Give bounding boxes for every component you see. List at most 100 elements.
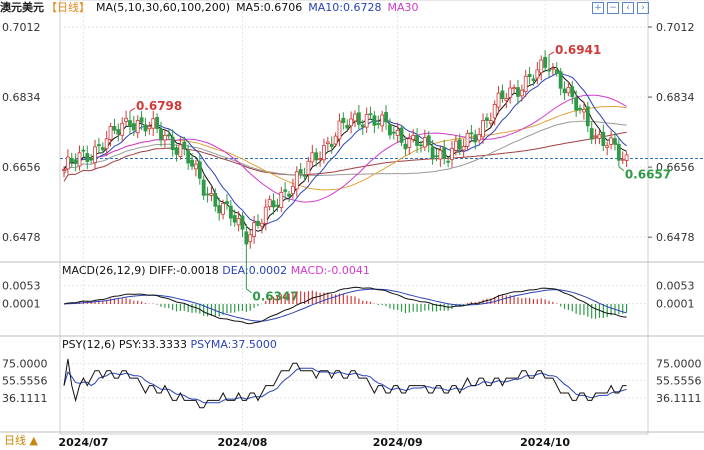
candle-down [143,124,148,132]
candle-up [364,113,369,128]
plot-frame [59,0,649,435]
candle-down [384,112,388,123]
candle-up [461,146,466,151]
candle-up [620,158,625,161]
macd-diff-line [63,286,627,325]
price-tick-label-right: 0.6656 [656,161,695,174]
candle-down [116,129,121,135]
candle-up [104,138,109,150]
candle-up [438,149,443,160]
candle-up [93,146,97,163]
candle-down [271,200,276,208]
candle-up [325,141,330,144]
candle-down [217,205,222,214]
candle-down [578,107,582,111]
candle-down [360,124,365,128]
candle-up [422,137,427,148]
candle-down [442,147,447,160]
psy-tick-label-left: 36.1111 [2,392,48,405]
bottom-period-tab[interactable]: 日线 ▲ [4,434,38,447]
macd-tick-label-left: 0.0053 [2,280,41,293]
candle-down [186,150,191,164]
psy-value: PSY:33.3333 [118,338,187,351]
candle-down [589,128,594,140]
candle-down [585,106,590,127]
candle-up [194,163,198,170]
macd-legend: MACD(26,12,9) DIFF:-0.0018 DEA:0.0002 MA… [62,264,370,277]
candle-down [376,123,381,125]
candle-down [228,205,233,219]
candle-down [155,117,160,129]
psy-line [63,358,627,409]
scroll-left-icon[interactable]: ‹ [622,2,634,14]
month-tick-label: 2024/09 [373,436,423,449]
candle-down [232,215,237,223]
month-tick-label: 2024/07 [58,436,108,449]
candle-down [391,131,396,134]
candle-up [488,120,493,124]
candle-down [341,117,346,124]
candle-up [294,171,299,190]
candle-down [399,127,404,143]
zoom-out-icon[interactable]: − [607,2,619,14]
candle-up [337,120,342,140]
candle-down [485,117,489,121]
candle-down [500,90,505,100]
candle-up [310,152,315,163]
candle-down [554,69,559,74]
period-tab[interactable]: 【日线】 [46,1,90,14]
candle-up [151,118,156,129]
chart-header: 澳元美元 【日线】 MA(5,10,30,60,100,200) MA5:0.6706… [0,0,425,16]
month-tick-label: 2024/08 [218,436,268,449]
ma5-line [63,66,627,232]
candle-down [201,179,206,196]
psy-tick-label-left: 55.5556 [2,375,48,388]
macd-tick-label-right: 0.0053 [656,280,695,293]
candle-down [170,136,175,150]
candle-down [372,115,377,126]
psy-title: PSY(12,6) [62,338,116,351]
candle-down [131,123,136,131]
candle-down [570,86,575,97]
ma10-line [63,72,627,226]
candle-up [135,120,140,134]
zoom-in-icon[interactable]: + [592,2,604,14]
candle-up [333,135,338,145]
candle-up [582,108,586,113]
candle-up [450,148,454,160]
month-tick-label: 2024/10 [520,436,570,449]
price-annotation: 0.6347 [252,290,298,304]
ma-settings-label[interactable]: MA(5,10,30,60,100,200) [96,1,231,14]
candle-up [477,134,482,141]
candle-down [356,112,361,125]
candle-up [407,138,412,148]
candle-down [457,139,462,150]
candle-down [446,160,451,163]
symbol-title: 澳元美元 [0,1,44,14]
candle-down [419,144,423,147]
candle-up [65,156,70,170]
candle-up [108,125,113,140]
candle-down [574,97,579,111]
candle-up [380,114,385,127]
candle-up [593,135,598,138]
candle-down [426,135,431,146]
candle-down [314,152,319,161]
candle-up [263,206,268,224]
candle-down [601,132,606,146]
candle-up [248,234,253,243]
price-tick-label-left: 0.7012 [2,21,41,34]
candle-down [174,147,179,155]
candle-down [256,220,260,226]
ma10-value: MA10:0.6728 [308,1,382,14]
annotation-pointer [246,288,252,294]
candle-down [415,135,419,146]
price-tick-label-left: 0.6834 [2,91,41,104]
scroll-right-icon[interactable]: › [637,2,649,14]
macd-dea: DEA:0.0002 [222,264,288,277]
candle-down [558,71,563,89]
candle-up [353,113,357,122]
annotation-pointer [618,166,625,172]
candle-up [77,152,82,167]
candle-up [209,193,214,196]
